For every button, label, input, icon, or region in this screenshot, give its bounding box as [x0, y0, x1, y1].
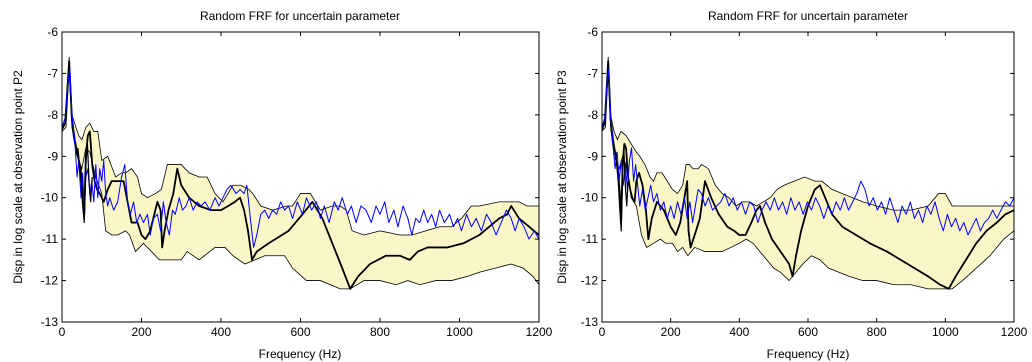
x-axis-label: Frequency (Hz) — [259, 347, 342, 361]
sample-line — [62, 68, 539, 248]
x-tick-label: 1200 — [1001, 325, 1028, 339]
plot-content — [602, 56, 1014, 290]
x-tick-label: 600 — [798, 325, 818, 339]
y-tick-label: -6 — [47, 25, 58, 39]
x-tick-label: 800 — [867, 325, 887, 339]
y-tick-label: -7 — [587, 66, 598, 80]
y-tick-label: -10 — [581, 191, 599, 205]
x-tick-label: 1000 — [446, 325, 473, 339]
y-tick-label: -12 — [41, 274, 59, 288]
y-tick-label: -9 — [587, 149, 598, 163]
x-tick-label: 0 — [599, 325, 606, 339]
x-tick-label: 1200 — [526, 325, 553, 339]
x-tick-label: 600 — [290, 325, 310, 339]
chart-left: Random FRF for uncertain parameter 0 200 4… — [11, 9, 553, 361]
y-axis-label: Disp in log scale at observation point P… — [555, 70, 569, 284]
y-tick-label: -13 — [41, 315, 59, 329]
x-tick-label: 800 — [370, 325, 390, 339]
plot-area: 0 200 400 600 800 1000 1200 -13 -12 -11 -10 -9 -8 -7 -… — [581, 25, 1028, 339]
plot-area: 0 200 400 600 800 1000 1200 -13 -12 -11 -10 -9 -8 -7 -… — [41, 25, 553, 339]
x-tick-label: 400 — [211, 325, 231, 339]
x-tick-label: 200 — [131, 325, 151, 339]
y-tick-label: -8 — [587, 108, 598, 122]
y-tick-label: -11 — [42, 232, 59, 246]
y-tick-label: -11 — [582, 232, 599, 246]
chart-title: Random FRF for uncertain parameter — [200, 9, 400, 23]
chart-title: Random FRF for uncertain parameter — [708, 9, 908, 23]
y-tick-label: -10 — [41, 191, 59, 205]
sample-line — [602, 68, 1014, 236]
x-tick-label: 1000 — [932, 325, 959, 339]
band-upper-line — [62, 56, 539, 236]
mean-line — [602, 60, 1014, 290]
x-axis-label: Frequency (Hz) — [767, 347, 850, 361]
uncertainty-band — [602, 56, 1014, 289]
y-axis-label: Disp in log scale at observation point P… — [11, 70, 25, 284]
chart-right: Random FRF for uncertain parameter 0 200 4… — [555, 9, 1028, 361]
x-tick-label: 200 — [661, 325, 681, 339]
y-tick-label: -6 — [587, 25, 598, 39]
y-tick-label: -12 — [581, 274, 599, 288]
y-tick-label: -8 — [47, 108, 58, 122]
band-upper-line — [602, 56, 1014, 211]
band-edge-line — [615, 151, 629, 232]
y-tick-label: -9 — [47, 149, 58, 163]
y-tick-label: -7 — [47, 66, 58, 80]
plot-content — [62, 56, 539, 290]
band-edge-line — [77, 143, 93, 224]
x-tick-label: 400 — [729, 325, 749, 339]
y-tick-label: -13 — [581, 315, 599, 329]
uncertainty-band — [62, 56, 539, 289]
x-tick-label: 0 — [59, 325, 66, 339]
